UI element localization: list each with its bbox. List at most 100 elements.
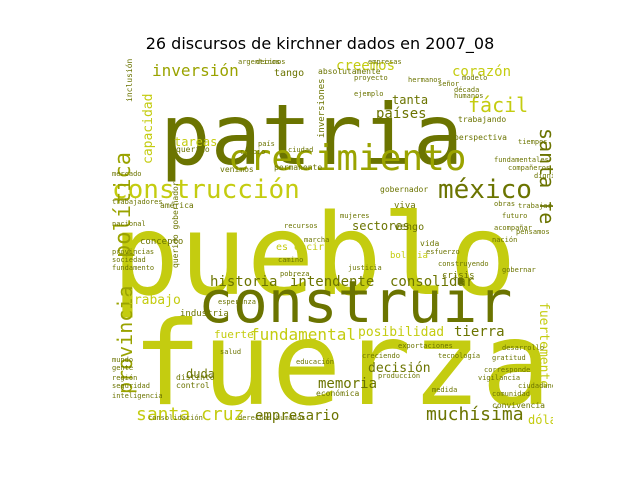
cloud-word: creciendo <box>362 352 400 360</box>
cloud-word: construyendo <box>438 260 489 268</box>
cloud-word: empresario <box>255 408 339 424</box>
cloud-word: provincia <box>113 286 137 394</box>
cloud-word: fundamento <box>112 264 154 272</box>
cloud-word: fuerza <box>132 297 551 424</box>
cloud-word: fácil <box>468 93 528 117</box>
cloud-word: modelo <box>462 74 487 82</box>
cloud-word: vida <box>420 239 439 248</box>
cloud-word: gobernador <box>380 185 428 194</box>
cloud-word: esperanza <box>218 298 256 306</box>
cloud-word: fuertemente <box>536 302 551 388</box>
cloud-word: construcción <box>112 175 300 205</box>
cloud-word: argentinos <box>238 58 280 66</box>
cloud-word: permanente <box>274 163 322 172</box>
cloud-word: comunidad <box>492 390 530 398</box>
cloud-word: pobreza <box>280 270 310 278</box>
cloud-word: vigilancia <box>478 374 520 382</box>
cloud-word: medida <box>432 386 457 394</box>
chart-title: 26 discursos de kirchner dados en 2007_0… <box>145 34 495 53</box>
cloud-word: gobernar <box>502 266 536 274</box>
cloud-word: nación <box>492 236 517 244</box>
cloud-word: marcha <box>304 236 329 244</box>
cloud-word: inversiones <box>317 78 327 138</box>
cloud-word: vengo <box>394 222 424 233</box>
cloud-word: sociedad <box>112 256 146 264</box>
cloud-word: crecimiento <box>228 138 466 179</box>
cloud-word: américa <box>160 200 194 210</box>
cloud-word: país <box>258 140 275 148</box>
cloud-word: ejemplo <box>354 90 384 98</box>
cloud-word: hermanos <box>408 76 442 84</box>
cloud-word: tecnología <box>438 352 480 360</box>
cloud-word: cambio <box>240 148 265 156</box>
cloud-word: justicia <box>348 264 382 272</box>
cloud-word: control <box>176 381 210 390</box>
cloud-word: educación <box>296 358 334 366</box>
cloud-word: creemos <box>336 58 395 74</box>
cloud-word: tango <box>274 68 304 79</box>
cloud-word: futuro <box>502 212 527 220</box>
word-cloud: pueblo fuerza patria construir crecimiento co… <box>108 58 553 424</box>
cloud-word: humanos <box>454 92 484 100</box>
cloud-word: venimos <box>220 165 254 174</box>
cloud-word: región <box>112 374 137 382</box>
cloud-word: distinto <box>176 373 215 382</box>
cloud-word: tierra <box>454 324 505 340</box>
cloud-word: industria <box>180 309 229 319</box>
cloud-word: convivencia <box>492 401 545 410</box>
cloud-word: méxico <box>438 175 532 205</box>
cloud-word: decisión <box>368 361 431 376</box>
cloud-word: capacidad <box>141 94 156 164</box>
cloud-word: consolidar <box>390 274 474 290</box>
cloud-word: política <box>111 152 136 258</box>
cloud-word: dignidad <box>534 172 553 180</box>
cloud-word: gente <box>112 364 133 372</box>
cloud-word: absolutamente <box>318 67 381 76</box>
cloud-word: historia <box>210 274 277 290</box>
cloud-word: nacional <box>112 220 146 228</box>
cloud-word: gratitud <box>492 354 526 362</box>
cloud-word: provincias <box>112 248 154 256</box>
cloud-word: exportaciones <box>398 342 453 350</box>
cloud-word: perspectiva <box>454 133 507 142</box>
cloud-word: acompañar <box>494 224 532 232</box>
cloud-word: proyecto <box>354 74 388 82</box>
cloud-word: posibilidad <box>358 325 444 340</box>
cloud-word: ciudadanos <box>518 382 553 390</box>
cloud-word: tanta <box>392 93 428 107</box>
cloud-word: esfuerzo <box>426 248 460 256</box>
cloud-word: ciudad <box>288 146 313 154</box>
cloud-word: bolivia <box>390 251 428 261</box>
word-cloud-canvas: pueblofuerzapatriaconstruircrecimientoco… <box>111 58 553 424</box>
cloud-word: países <box>376 106 427 122</box>
cloud-word: corazón <box>452 64 511 80</box>
cloud-word: década <box>454 86 479 94</box>
cloud-word: tiempos <box>518 138 548 146</box>
cloud-word: muchísima <box>426 404 524 424</box>
cloud-word: obras <box>494 200 515 208</box>
cloud-word: derechos humanos <box>238 414 305 422</box>
cloud-word: empresas <box>368 58 402 66</box>
cloud-word: santa cruz <box>136 404 244 424</box>
cloud-word: compañeros <box>508 164 550 172</box>
cloud-word: salud <box>220 348 241 356</box>
cloud-word: concepto <box>140 237 183 247</box>
cloud-word: señor <box>438 80 459 88</box>
cloud-word: fundamental <box>250 325 356 344</box>
cloud-word: viva <box>394 201 416 211</box>
cloud-word: pensamos <box>516 228 550 236</box>
cloud-word: desarrollo <box>502 344 544 352</box>
cloud-word: patria <box>160 86 463 184</box>
cloud-word: querido <box>176 145 210 154</box>
cloud-word: duda <box>186 367 215 381</box>
cloud-word: trabajar <box>518 202 552 210</box>
cloud-word: intendente <box>290 274 374 290</box>
cloud-word: trabajo <box>126 293 181 308</box>
cloud-word: pueblo <box>112 191 517 321</box>
cloud-word: fundamentales <box>494 156 549 164</box>
cloud-word: inversión <box>152 61 239 80</box>
cloud-word: económica <box>316 388 360 398</box>
cloud-word: crisis <box>442 271 475 281</box>
cloud-word: construir <box>198 268 512 336</box>
cloud-word: trabajadores <box>112 198 163 206</box>
